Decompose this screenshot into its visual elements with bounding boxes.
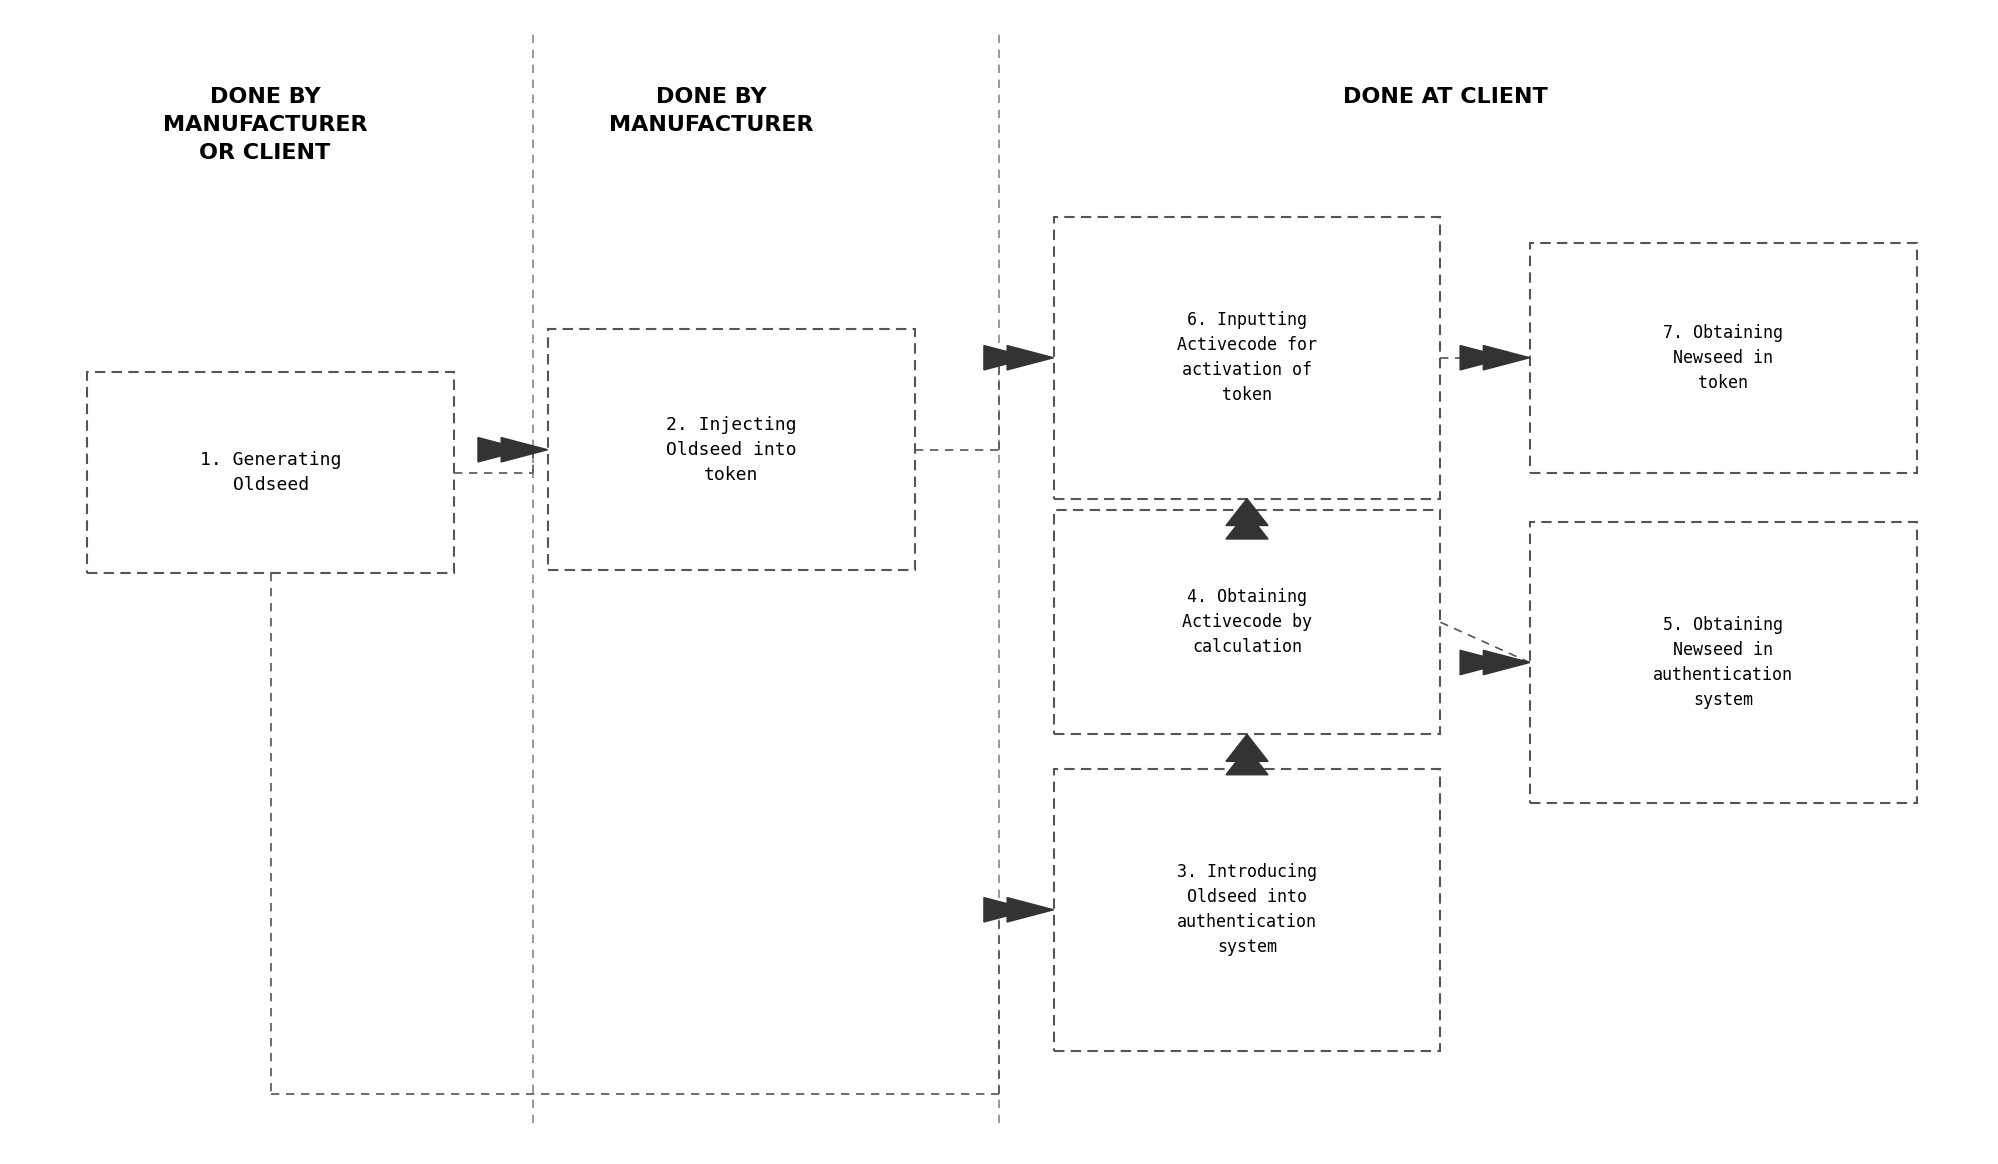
Polygon shape: [1227, 498, 1269, 525]
Bar: [1053, 510, 1441, 734]
Text: 5. Obtaining
Newseed in
authentication
system: 5. Obtaining Newseed in authentication s…: [1652, 616, 1792, 709]
Polygon shape: [983, 897, 1031, 922]
Polygon shape: [1483, 346, 1530, 370]
Polygon shape: [1461, 346, 1506, 370]
Polygon shape: [1461, 651, 1506, 675]
Bar: [1530, 521, 1916, 803]
Bar: [1530, 243, 1916, 473]
Text: DONE BY
MANUFACTURER
OR CLIENT: DONE BY MANUFACTURER OR CLIENT: [162, 87, 368, 163]
Bar: [547, 329, 915, 570]
Text: 1. Generating
Oldseed: 1. Generating Oldseed: [200, 452, 342, 495]
Polygon shape: [983, 346, 1031, 370]
Text: DONE BY
MANUFACTURER: DONE BY MANUFACTURER: [609, 87, 813, 135]
Text: 2. Injecting
Oldseed into
token: 2. Injecting Oldseed into token: [665, 416, 797, 484]
Text: 3. Introducing
Oldseed into
authentication
system: 3. Introducing Oldseed into authenticati…: [1177, 864, 1317, 957]
Text: 6. Inputting
Activecode for
activation of
token: 6. Inputting Activecode for activation o…: [1177, 311, 1317, 404]
Polygon shape: [501, 438, 547, 462]
Polygon shape: [1007, 346, 1053, 370]
Polygon shape: [1227, 512, 1269, 539]
Polygon shape: [1483, 651, 1530, 675]
Text: DONE AT CLIENT: DONE AT CLIENT: [1343, 87, 1548, 107]
Bar: [1053, 217, 1441, 498]
Polygon shape: [1007, 897, 1053, 922]
Bar: [88, 372, 454, 574]
Text: 4. Obtaining
Activecode by
calculation: 4. Obtaining Activecode by calculation: [1183, 588, 1313, 656]
Polygon shape: [478, 438, 523, 462]
Bar: [1053, 769, 1441, 1051]
Text: 7. Obtaining
Newseed in
token: 7. Obtaining Newseed in token: [1662, 324, 1782, 392]
Polygon shape: [1227, 734, 1269, 761]
Polygon shape: [1227, 747, 1269, 775]
